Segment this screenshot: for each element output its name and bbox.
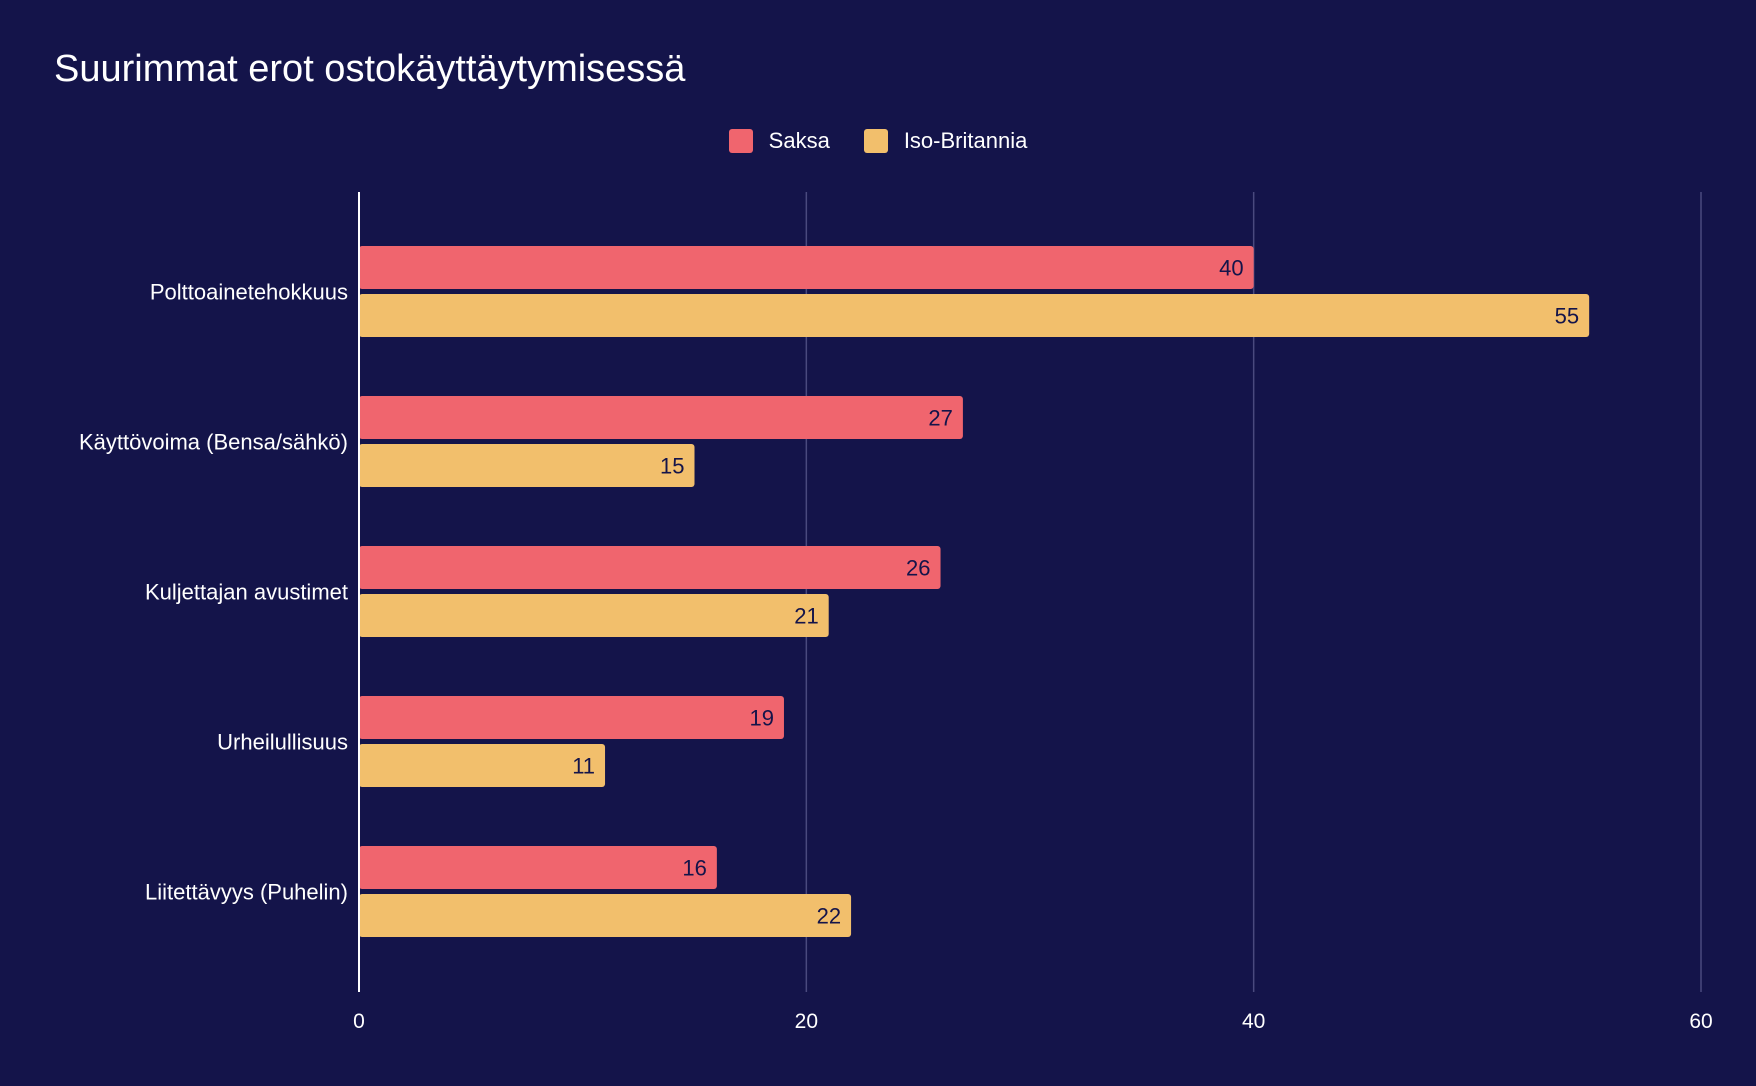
category-label: Polttoainetehokkuus	[150, 280, 348, 305]
data-label: 40	[1219, 256, 1243, 281]
bar[interactable]	[359, 246, 1254, 289]
x-tick-label: 20	[795, 1010, 818, 1033]
legend-label-iso-britannia: Iso-Britannia	[903, 128, 1028, 153]
legend-item-iso-britannia[interactable]: Iso-Britannia	[863, 128, 1028, 154]
data-label: 16	[682, 856, 706, 881]
data-label: 21	[794, 604, 818, 629]
chart-title: Suurimmat erot ostokäyttäytymisessä	[54, 48, 686, 90]
bar[interactable]	[359, 696, 784, 739]
bar[interactable]	[359, 894, 852, 937]
data-label: 55	[1555, 304, 1579, 329]
x-tick-label: 0	[353, 1010, 365, 1033]
data-label: 27	[928, 406, 952, 431]
category-label: Urheilullisuus	[217, 730, 348, 755]
category-label: Kuljettajan avustimet	[145, 580, 348, 605]
legend-label-saksa: Saksa	[768, 128, 830, 153]
bar[interactable]	[359, 444, 695, 487]
data-label: 15	[660, 454, 684, 479]
bar[interactable]	[359, 594, 829, 637]
x-tick-label: 60	[1689, 1010, 1712, 1033]
bar[interactable]	[359, 546, 941, 589]
x-tick-label: 40	[1242, 1010, 1265, 1033]
bar[interactable]	[359, 396, 963, 439]
bar[interactable]	[359, 744, 606, 787]
legend: Saksa Iso-Britannia	[0, 128, 1756, 154]
data-label: 11	[572, 754, 595, 779]
legend-swatch-saksa	[728, 129, 753, 153]
data-label: 26	[906, 556, 930, 581]
category-label: Käyttövoima (Bensa/sähkö)	[79, 430, 348, 455]
bar[interactable]	[359, 294, 1590, 337]
data-label: 19	[749, 706, 773, 731]
category-label: Liitettävyys (Puhelin)	[145, 880, 348, 905]
bar[interactable]	[359, 846, 717, 889]
data-label: 22	[817, 904, 841, 929]
legend-item-saksa[interactable]: Saksa	[728, 128, 830, 154]
legend-swatch-iso-britannia	[863, 129, 888, 153]
